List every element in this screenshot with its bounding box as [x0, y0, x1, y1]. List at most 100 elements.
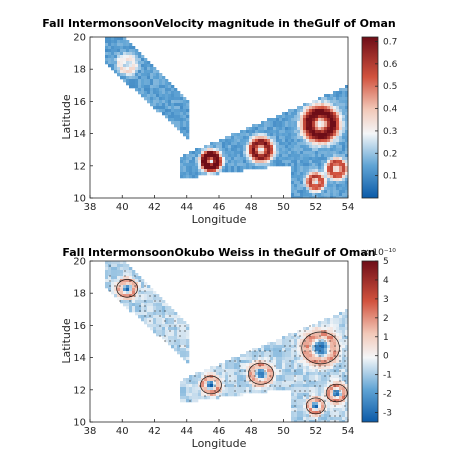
chart2-cell [171, 330, 175, 334]
chart1-cell [318, 127, 322, 131]
chart2-cell [336, 333, 340, 337]
chart1-cell [306, 157, 310, 161]
chart1-cell [345, 136, 348, 140]
chart1-cell [300, 124, 304, 128]
chart1-cell [279, 136, 283, 140]
chart2-cell [135, 285, 139, 289]
chart1-cell [336, 118, 340, 122]
chart2-cell [252, 348, 256, 352]
chart2-cell [345, 405, 348, 409]
chart2-cell [315, 357, 319, 361]
chart1-cell [261, 133, 265, 137]
chart2-cell [345, 330, 348, 334]
chart2-cell [264, 369, 268, 373]
chart1-cell [330, 163, 334, 167]
chart1-cell [315, 118, 319, 122]
chart1-cell [183, 133, 187, 137]
chart2-cell [312, 384, 316, 388]
chart2-stipple [269, 385, 271, 387]
chart1-cell [330, 184, 334, 188]
chart2-cell [294, 333, 298, 337]
chart2-cell [315, 327, 319, 331]
chart2-cell [330, 357, 334, 361]
chart2-cell [189, 378, 193, 382]
chart1-cell [276, 136, 280, 140]
chart2-stipple [229, 375, 231, 377]
chart2-cell [153, 297, 157, 301]
chart1-cell [339, 196, 343, 198]
chart1-cell [315, 184, 319, 188]
chart1-cell [339, 127, 343, 131]
chart2-cell [156, 324, 160, 328]
chart1-cell [318, 169, 322, 173]
chart1-colorbar-tick-label: 0.3 [383, 127, 397, 137]
chart1-cell [297, 184, 301, 188]
chart2-cell [174, 330, 178, 334]
chart2-stipple [164, 310, 166, 312]
chart2-cell [135, 297, 139, 301]
chart2-cell [330, 375, 334, 379]
chart1-cell [297, 112, 301, 116]
chart1-cell [249, 136, 253, 140]
chart1-cell [222, 142, 226, 146]
chart2-cell [339, 390, 343, 394]
chart2-cell [168, 330, 172, 334]
chart2-stipple [344, 365, 346, 367]
chart1-cell [114, 40, 118, 44]
chart1-cell [210, 157, 214, 161]
chart1-cell [312, 142, 316, 146]
chart2-cell [342, 339, 346, 343]
chart1-cell [144, 76, 148, 80]
chart2-cell [318, 372, 322, 376]
chart1-cell [219, 139, 223, 143]
chart1-cell [279, 115, 283, 119]
chart2-cell [345, 312, 348, 316]
chart2-stipple [264, 350, 266, 352]
chart2-cell [339, 411, 343, 415]
chart1-cell [123, 76, 127, 80]
chart1-cell [120, 52, 124, 56]
chart1-cell [252, 148, 256, 152]
chart2-stipple [219, 395, 221, 397]
chart2-cell [345, 315, 348, 319]
chart2-cell [300, 339, 304, 343]
chart2-cell [336, 417, 340, 421]
chart1-cell [252, 160, 256, 164]
chart2-cell [186, 339, 190, 343]
chart1-cell [114, 55, 118, 59]
chart2-cell [324, 396, 328, 400]
chart1-cell [162, 97, 166, 101]
chart2-stipple [149, 320, 151, 322]
chart1-cell [234, 163, 238, 167]
chart2-cell [129, 306, 133, 310]
chart1-cell [231, 166, 235, 170]
chart2-stipple [179, 325, 181, 327]
chart2-cell [177, 345, 181, 349]
chart2-cell [291, 390, 295, 394]
chart2-cell [345, 402, 348, 406]
chart1-cell [105, 58, 109, 62]
chart2-contour [116, 279, 138, 298]
chart2-cell [261, 387, 265, 391]
chart2-cell [273, 369, 277, 373]
chart2-cell [333, 366, 337, 370]
chart1-cell [216, 142, 220, 146]
chart1-cell [336, 178, 340, 182]
chart1-cell [327, 112, 331, 116]
chart1-cell [312, 103, 316, 107]
chart1-cell [306, 127, 310, 131]
chart1-cell [315, 148, 319, 152]
chart1-cell [144, 64, 148, 68]
chart1-cell [315, 166, 319, 170]
chart2-cell [342, 381, 346, 385]
chart1-cell [330, 148, 334, 152]
chart2-cell [321, 357, 325, 361]
chart1-cell [273, 163, 277, 167]
chart1-cell [162, 100, 166, 104]
chart1-cell [135, 73, 139, 77]
chart1-cell [336, 124, 340, 128]
chart1-cell [312, 115, 316, 119]
chart1-cell [285, 118, 289, 122]
chart2-cell [171, 339, 175, 343]
chart2-cell [120, 276, 124, 280]
